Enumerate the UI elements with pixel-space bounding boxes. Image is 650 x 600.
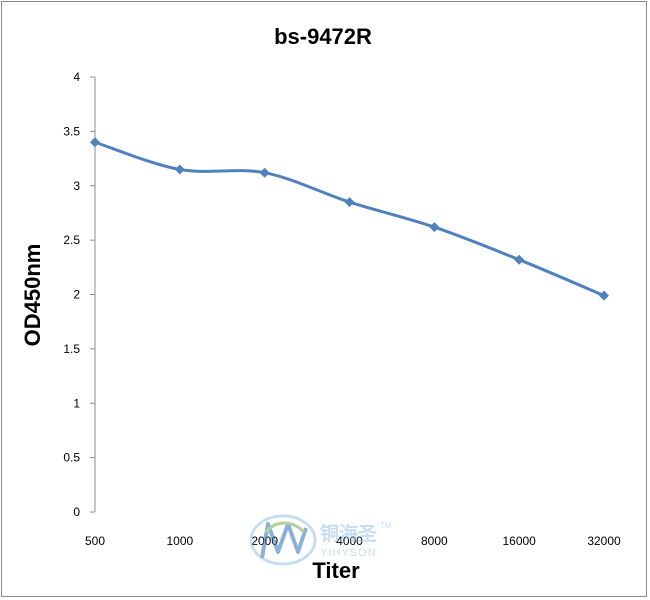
x-tick-label: 8000 — [421, 534, 448, 548]
series-group — [90, 137, 609, 301]
watermark-tm: TM — [380, 521, 392, 530]
y-tick-label: 0.5 — [63, 451, 80, 465]
y-tick-label: 1 — [73, 396, 80, 410]
data-point-marker — [174, 164, 185, 175]
y-tick-label: 0 — [73, 505, 80, 519]
watermark-en-text: YIHYSON — [320, 547, 377, 559]
x-axis-title: Titer — [312, 558, 360, 583]
data-point-marker — [429, 222, 440, 233]
watermark-logo: 铜海圣 TM YIHYSON — [249, 514, 392, 566]
y-tick-label: 3.5 — [63, 124, 80, 138]
y-tick-label: 4 — [73, 70, 80, 84]
data-point-marker — [599, 290, 609, 301]
x-tick-label: 4000 — [336, 534, 363, 548]
watermark-arc-green — [264, 521, 306, 534]
watermark-cn-text: 铜海圣 — [320, 522, 378, 545]
x-tick-label: 32000 — [587, 534, 621, 548]
x-axis: 500 1000 2000 4000 8000 16000 32000 — [85, 534, 621, 548]
x-tick-label: 1000 — [166, 534, 193, 548]
watermark-ring — [249, 514, 317, 566]
data-point-marker — [90, 137, 100, 148]
y-tick-label: 1.5 — [63, 342, 80, 356]
y-tick-label: 3 — [73, 179, 80, 193]
data-point-marker — [344, 197, 355, 208]
y-axis-title: OD450nm — [20, 244, 45, 347]
x-tick-label: 16000 — [502, 534, 536, 548]
data-point-marker — [259, 167, 270, 178]
chart-title: bs-9472R — [274, 24, 372, 49]
x-tick-label: 500 — [85, 534, 105, 548]
y-axis: 0 0.5 1 1.5 2 2.5 3 3.5 4 — [63, 70, 96, 519]
series-line — [94, 140, 605, 297]
y-tick-label: 2 — [73, 288, 80, 302]
data-point-marker — [514, 254, 525, 265]
y-tick-label: 2.5 — [63, 233, 80, 247]
